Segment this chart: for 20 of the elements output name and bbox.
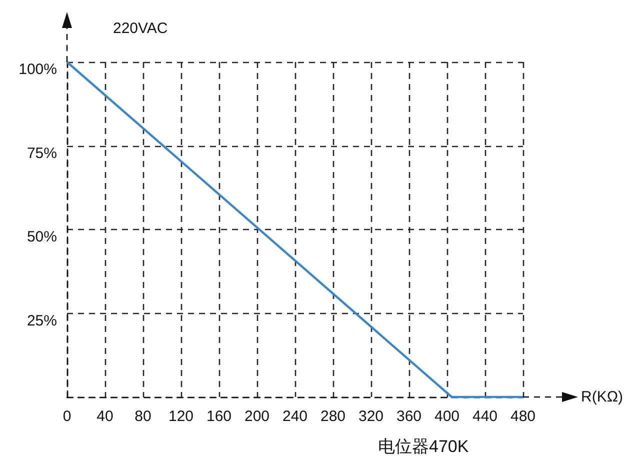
x-tick-label: 360 <box>396 408 422 425</box>
x-tick-label: 40 <box>96 408 114 425</box>
chart-title: 220VAC <box>113 20 168 37</box>
y-tick-label: 50% <box>26 228 57 246</box>
x-tick-label: 240 <box>282 408 308 425</box>
x-tick-label: 0 <box>62 408 72 425</box>
x-tick-label: 400 <box>434 408 460 425</box>
text: 电位器470K <box>378 437 470 456</box>
x-tick-label: 480 <box>510 408 536 425</box>
y-tick-label: 25% <box>26 312 57 330</box>
x-tick-label: 120 <box>168 408 194 425</box>
y-tick-label: 100% <box>18 61 57 78</box>
y-tick-label: 75% <box>26 144 57 162</box>
x-tick-label: 160 <box>206 408 232 425</box>
x-tick-label: 320 <box>358 408 384 425</box>
x-tick-label: 440 <box>472 408 498 425</box>
x-tick-label: 200 <box>244 408 270 425</box>
x-axis-title: R(KΩ) <box>581 388 624 406</box>
x-tick-label: 80 <box>134 408 152 425</box>
x-tick-label: 280 <box>320 408 346 425</box>
